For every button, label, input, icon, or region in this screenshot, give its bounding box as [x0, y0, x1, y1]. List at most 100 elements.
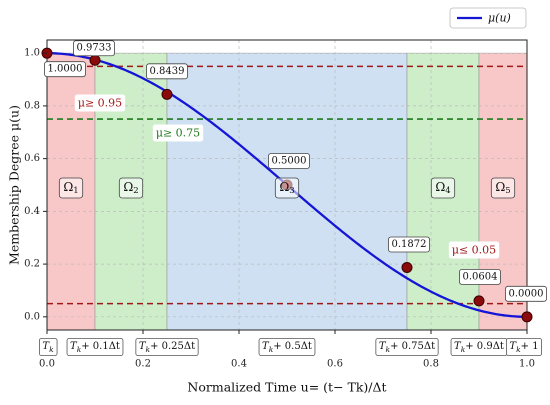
time-label-part: T: [139, 341, 147, 352]
point-label-box: [388, 236, 430, 253]
region-letter: Ω: [435, 180, 445, 194]
point-label-box: [44, 61, 86, 78]
threshold-lines: [47, 65, 527, 305]
region-label-text: Ω1: [63, 180, 78, 196]
region-subscript: 1: [73, 186, 78, 196]
plot-border: [46, 39, 528, 331]
point-label-text: 0.9733: [77, 43, 112, 54]
legend-label: μ(u): [488, 12, 511, 25]
point-label-text: 1.0000: [48, 64, 83, 75]
time-label-text: Tk+ 0.9Δt: [454, 341, 504, 354]
region-label-box: [58, 177, 84, 199]
time-label-box: [66, 338, 124, 356]
x-tick-label: 0.2: [135, 359, 151, 370]
data-point: [473, 295, 485, 307]
time-label-text: Tk+ 0.75Δt: [379, 341, 435, 354]
region-label-text: Ω5: [495, 180, 510, 196]
threshold-label: μ≥ 0.95: [74, 94, 126, 112]
region-subscript: 3: [289, 186, 294, 196]
time-label-part: k: [386, 345, 391, 354]
legend-box: [449, 7, 527, 29]
axis-ticks: 0.0 0.2 0.4 0.6 0.8 1.0 0.0 0.2 0.4 0.6 0.8 1.0: [24, 48, 535, 370]
time-label-part: T: [70, 341, 78, 352]
time-label-part: + 0.75Δt: [390, 341, 435, 352]
time-label-box: [375, 338, 439, 356]
x-tick-label: 0.6: [327, 359, 343, 370]
point-label-box: [459, 268, 501, 285]
time-label-part: T: [42, 341, 50, 352]
time-label-part: k: [49, 345, 54, 354]
point-label-text: 0.5000: [272, 156, 307, 167]
y-axis-title: Membership Degree μ(u): [7, 105, 22, 265]
region-label-box: [490, 177, 516, 199]
time-label: Tk+ 0.75Δt: [375, 338, 439, 356]
data-point: [161, 88, 173, 100]
x-axis-title: Normalized Time u= (t− Tk)/Δt: [187, 380, 386, 395]
y-tick-label: 0.2: [24, 259, 40, 270]
point-label: 0.9733: [73, 40, 115, 57]
region-label-text: Ω3: [279, 180, 294, 196]
region-label-box: [430, 177, 456, 199]
point-label: 1.0000: [44, 61, 86, 78]
time-label-box: [258, 338, 316, 356]
point-label-box: [73, 40, 115, 57]
point-labels: 1.0000 0.9733 0.8439 0.5000 0.1872 0.0604 0.00…: [44, 40, 547, 302]
threshold-label-text: μ≤ 0.05: [452, 244, 496, 257]
time-label-text: Tk: [42, 341, 54, 354]
point-label-text: 0.0604: [463, 271, 498, 282]
time-label-part: k: [269, 345, 274, 354]
time-labels: Tk Tk+ 0.1Δt Tk+ 0.25Δt Tk+ 0.5Δt Tk+ 0.75Δt…: [38, 338, 542, 356]
time-label: Tk: [38, 338, 58, 356]
time-label-box: [38, 338, 58, 356]
region-label-3: Ω3: [274, 177, 300, 199]
y-tick-label: 0.4: [24, 206, 40, 217]
region-label-5: Ω5: [490, 177, 516, 199]
region-letter: Ω: [63, 180, 73, 194]
region-label-2: Ω2: [118, 177, 144, 199]
point-label: 0.5000: [268, 153, 310, 169]
x-tick-label: 1.0: [519, 359, 535, 370]
time-label: Tk+ 1: [506, 338, 542, 356]
legend: μ(u): [449, 7, 527, 29]
time-label-part: T: [262, 341, 270, 352]
time-label: Tk+ 0.9Δt: [450, 338, 508, 356]
region-subscript: 2: [133, 186, 138, 196]
time-label-text: Tk+ 0.5Δt: [262, 341, 312, 354]
x-tick-label: 0.8: [423, 359, 439, 370]
time-label-text: Tk+ 0.25Δt: [139, 341, 195, 354]
time-label-part: + 1: [521, 341, 539, 352]
threshold-label-box: [448, 241, 500, 259]
time-label-part: k: [516, 345, 521, 354]
time-label-part: + 0.25Δt: [150, 341, 195, 352]
y-tick-label: 1.0: [24, 48, 40, 59]
region-label-box: [118, 177, 144, 199]
time-label: Tk+ 0.5Δt: [258, 338, 316, 356]
y-tick-label: 0.8: [24, 100, 40, 111]
time-label: Tk+ 0.1Δt: [66, 338, 124, 356]
y-tick-label: 0.0: [24, 311, 40, 322]
region-labels: Ω1 Ω2 Ω3 Ω4 Ω5: [58, 177, 516, 199]
region-subscript: 5: [505, 186, 510, 196]
region-label-box: [274, 177, 300, 199]
time-label-box: [506, 338, 542, 356]
point-label-text: 0.1872: [392, 239, 427, 250]
region-label-text: Ω4: [435, 180, 450, 196]
point-label-text: 0.8439: [150, 66, 185, 77]
region-letter: Ω: [123, 180, 133, 194]
point-label-text: 0.0000: [509, 288, 544, 299]
data-point: [521, 311, 533, 323]
time-label-part: k: [461, 345, 466, 354]
time-label-box: [135, 338, 199, 356]
time-label-part: T: [379, 341, 387, 352]
time-label-part: k: [77, 345, 82, 354]
time-label-part: + 0.5Δt: [273, 341, 312, 352]
plot-frame: [46, 39, 528, 331]
threshold-label-box: [152, 124, 204, 142]
time-label-text: Tk+ 1: [509, 341, 538, 354]
point-label: 0.8439: [146, 63, 188, 80]
region-subscript: 4: [445, 186, 450, 196]
data-point: [401, 261, 413, 273]
point-label-box: [505, 285, 547, 302]
threshold-label-text: μ≥ 0.75: [156, 127, 200, 140]
